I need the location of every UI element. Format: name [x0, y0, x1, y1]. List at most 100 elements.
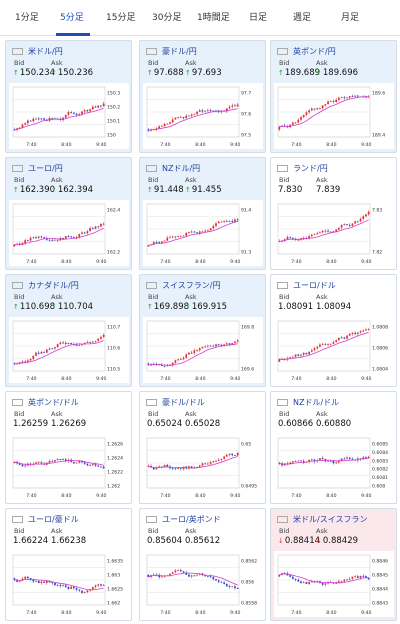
- pair-name[interactable]: NZドル/円: [162, 163, 201, 173]
- tab-6[interactable]: 週足: [293, 13, 312, 23]
- pair-name[interactable]: カナダドル/円: [28, 280, 79, 290]
- rate-card[interactable]: ユーロ/円 Bid Ask ↑162.390 ↑162.394 162.4 162.2 7:4…: [5, 157, 132, 270]
- y-tick-label: 1.6625: [107, 587, 123, 593]
- candlestick-chart[interactable]: 7.83 7.82 7:40 8:40 9:40: [274, 200, 394, 266]
- candlestick-chart[interactable]: 1.6635 1.663 1.6625 1.662 7:40 8:40 9:40: [9, 551, 129, 617]
- pair-name[interactable]: 豪ドル/ドル: [162, 397, 205, 407]
- candle-body: [193, 350, 196, 354]
- pair-name[interactable]: 英ポンド/円: [293, 46, 336, 56]
- candle-body: [292, 356, 294, 358]
- candle-body: [289, 236, 292, 238]
- candle-body: [292, 122, 294, 125]
- ask-label: Ask: [316, 527, 328, 535]
- candlestick-chart[interactable]: 0.8846 0.8845 0.8844 0.8843 7:40 8:40 9:40: [274, 551, 394, 617]
- pair-name[interactable]: 米ドル/スイスフラン: [293, 514, 368, 524]
- plot-frame: [146, 86, 240, 138]
- candle-body: [359, 218, 362, 222]
- candle-body: [54, 460, 56, 462]
- candlestick-chart[interactable]: 189.6 189.4 7:40 8:40 9:40: [274, 83, 394, 149]
- candlestick-chart[interactable]: 0.8562 0.856 0.8558 7:40 8:40 9:40: [143, 551, 263, 617]
- candlestick-chart[interactable]: 162.4 162.2 7:40 8:40 9:40: [9, 200, 129, 266]
- candle-body: [155, 242, 158, 243]
- chart-svg: 97.7 97.6 97.5 7:40 8:40 9:40: [146, 86, 251, 148]
- rate-card[interactable]: カナダドル/円 Bid Ask ↑110.698 ↑110.704 110.7 110.6 1…: [5, 274, 132, 387]
- candle-body: [51, 348, 54, 350]
- candle-body: [338, 97, 340, 100]
- candle-body: [182, 357, 185, 360]
- tab-2[interactable]: 15分足: [106, 13, 136, 23]
- candlestick-chart[interactable]: 1.2626 1.2624 1.2622 1.262 7:40 8:40 9:40: [9, 434, 129, 500]
- chart-svg: 91.4 91.3 7:40 8:40 9:40: [146, 203, 251, 265]
- rate-card[interactable]: 豪ドル/ドル Bid Ask 0.65024 0.65028 0.65 0.6495 7:40…: [139, 391, 266, 504]
- y-tick-label: 1.0806: [372, 346, 388, 352]
- rate-card[interactable]: 米ドル/円 Bid Ask ↑150.234 ↑150.236 150.3 150.2 150…: [5, 40, 132, 153]
- candle-body: [286, 236, 289, 240]
- rate-card[interactable]: スイスフラン/円 Bid Ask ↑169.898 ↑169.915 169.8 169.6…: [139, 274, 266, 387]
- pair-name[interactable]: 米ドル/円: [28, 46, 63, 56]
- trend-arrow-icon: ↑: [13, 186, 19, 194]
- rate-card[interactable]: NZドル/円 Bid Ask ↑91.448 ↑91.455 91.4 91.3 7:40 8:…: [139, 157, 266, 270]
- bid-value: ↑91.448: [147, 185, 184, 195]
- pair-name[interactable]: NZドル/ドル: [293, 397, 340, 407]
- candle-body: [190, 231, 193, 233]
- tab-1[interactable]: 5分足: [60, 13, 84, 23]
- candle-body: [37, 462, 40, 464]
- candlestick-chart[interactable]: 169.8 169.6 7:40 8:40 9:40: [143, 317, 263, 383]
- rate-card[interactable]: 豪ドル/円 Bid Ask ↑97.688 ↑97.693 97.7 97.6 97.5 7:4…: [139, 40, 266, 153]
- x-tick-label: 9:40: [361, 142, 371, 148]
- tab-4[interactable]: 1時間足: [197, 13, 230, 23]
- pair-name[interactable]: スイスフラン/円: [162, 280, 221, 290]
- candlestick-chart[interactable]: 97.7 97.6 97.5 7:40 8:40 9:40: [143, 83, 263, 149]
- candle-body: [297, 460, 300, 462]
- y-tick-label: 1.0804: [372, 367, 388, 373]
- candle-body: [346, 97, 348, 99]
- candle-body: [313, 234, 316, 236]
- rate-card[interactable]: ユーロ/豪ドル Bid Ask 1.66224 1.66238 1.6635 1.663 1.…: [5, 508, 132, 621]
- candle-body: [177, 359, 179, 361]
- tab-0[interactable]: 1分足: [15, 13, 39, 23]
- pair-name[interactable]: ランド/円: [293, 163, 328, 173]
- candle-body: [294, 578, 297, 580]
- candle-body: [212, 577, 215, 580]
- candlestick-chart[interactable]: 150.3 150.2 150.1 150 7:40 8:40 9:40: [9, 83, 129, 149]
- candle-body: [310, 459, 313, 461]
- rate-card[interactable]: 英ポンド/円 Bid Ask ↑189.689 ↑189.696 189.6 189.4 7:…: [270, 40, 397, 153]
- rate-card[interactable]: NZドル/ドル Bid Ask 0.60866 0.60880 0.6085 0.6084 0…: [270, 391, 397, 504]
- candle-body: [91, 106, 94, 110]
- pair-name[interactable]: ユーロ/円: [28, 163, 63, 173]
- plot-frame: [277, 554, 371, 606]
- candlestick-chart[interactable]: 0.65 0.6495 7:40 8:40 9:40: [143, 434, 263, 500]
- pair-name[interactable]: 英ポンド/ドル: [28, 397, 79, 407]
- rate-card[interactable]: ユーロ/英ポンド Bid Ask 0.85604 0.85612 0.8562 0.856 0…: [139, 508, 266, 621]
- pair-name[interactable]: ユーロ/ドル: [293, 280, 336, 290]
- moving-average-line: [148, 456, 238, 469]
- rate-card[interactable]: ユーロ/ドル Bid Ask 1.08091 1.08094 1.0808 1.0806 1.…: [270, 274, 397, 387]
- candle-body: [188, 466, 190, 469]
- tab-3[interactable]: 30分足: [152, 13, 182, 23]
- tab-5[interactable]: 日足: [249, 13, 268, 23]
- candle-body: [196, 111, 198, 115]
- candlestick-chart[interactable]: 110.7 110.6 110.5 7:40 8:40 9:40: [9, 317, 129, 383]
- rate-card[interactable]: ランド/円 Bid Ask 7.830 7.839 7.83 7.82 7:40 8:40 9:4…: [270, 157, 397, 270]
- pair-header: 米ドル/スイスフラン: [277, 514, 367, 524]
- candle-body: [225, 221, 228, 223]
- candlestick-chart[interactable]: 1.0808 1.0806 1.0804 7:40 8:40 9:40: [274, 317, 394, 383]
- candlestick-chart[interactable]: 91.4 91.3 7:40 8:40 9:40: [143, 200, 263, 266]
- candle-body: [179, 117, 182, 118]
- candle-body: [324, 104, 327, 106]
- active-tab-underline: [56, 33, 90, 36]
- chart-svg: 0.65 0.6495 7:40 8:40 9:40: [146, 437, 257, 499]
- rate-card[interactable]: 英ポンド/ドル Bid Ask 1.26259 1.26269 1.2626 1.2624 1…: [5, 391, 132, 504]
- pair-name[interactable]: 豪ドル/円: [162, 46, 197, 56]
- pair-name[interactable]: ユーロ/英ポンド: [162, 514, 221, 524]
- candlestick-chart[interactable]: 0.6085 0.6084 0.6083 0.6082 0.6081 0.608 7:40 8…: [274, 434, 394, 500]
- candle-body: [13, 363, 16, 365]
- candle-body: [27, 360, 29, 362]
- candle-body: [89, 465, 91, 466]
- candle-body: [40, 118, 43, 120]
- pair-name[interactable]: ユーロ/豪ドル: [28, 514, 79, 524]
- candle-body: [43, 581, 45, 583]
- rate-card[interactable]: 米ドル/スイスフラン Bid Ask ↓0.88414 ↓0.88429 0.8846 0.…: [270, 508, 397, 621]
- tab-7[interactable]: 月足: [341, 13, 360, 23]
- candle-body: [83, 591, 86, 593]
